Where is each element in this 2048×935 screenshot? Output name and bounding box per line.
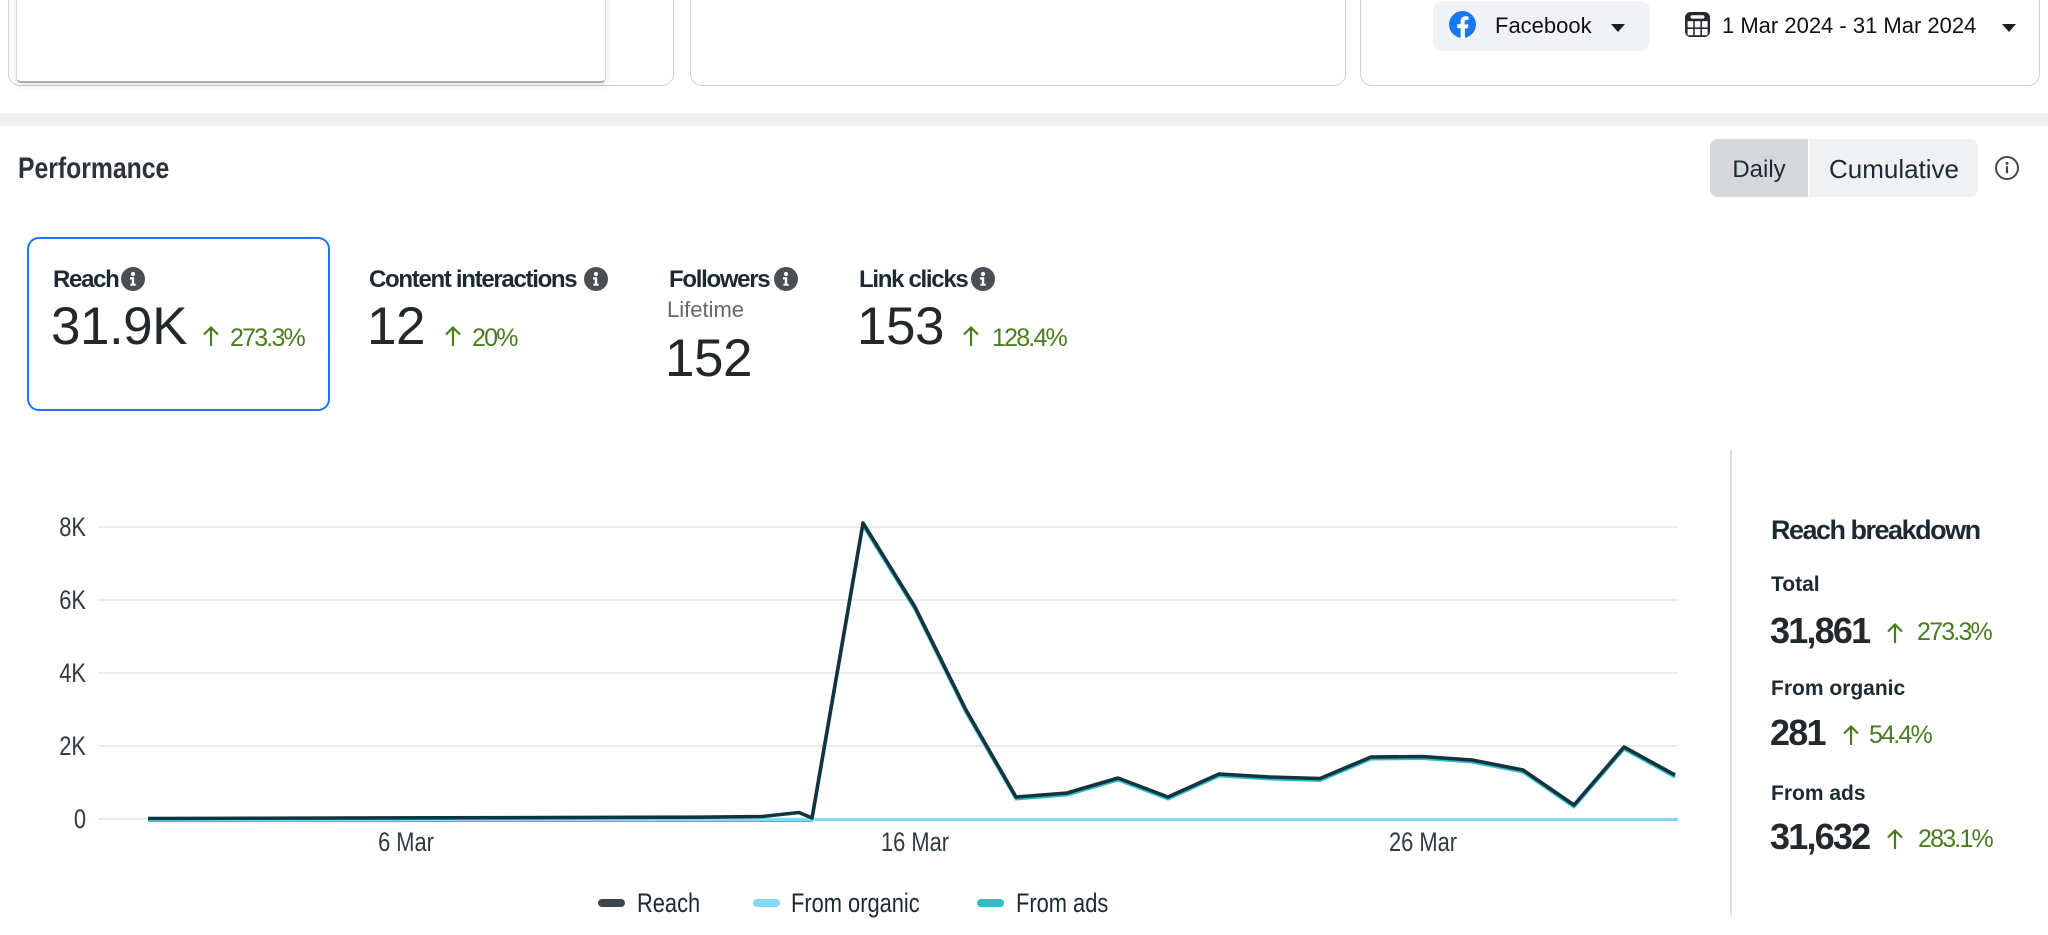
svg-text:0: 0 [74, 805, 86, 835]
svg-text:26 Mar: 26 Mar [1389, 828, 1457, 858]
svg-text:2K: 2K [59, 732, 86, 762]
svg-text:8K: 8K [59, 513, 86, 543]
svg-text:Reach: Reach [637, 889, 700, 919]
svg-text:From organic: From organic [791, 889, 920, 919]
svg-text:16 Mar: 16 Mar [881, 828, 949, 858]
svg-text:6K: 6K [59, 586, 86, 616]
svg-text:6 Mar: 6 Mar [378, 828, 434, 858]
svg-text:4K: 4K [59, 659, 86, 689]
svg-text:From ads: From ads [1016, 889, 1108, 919]
